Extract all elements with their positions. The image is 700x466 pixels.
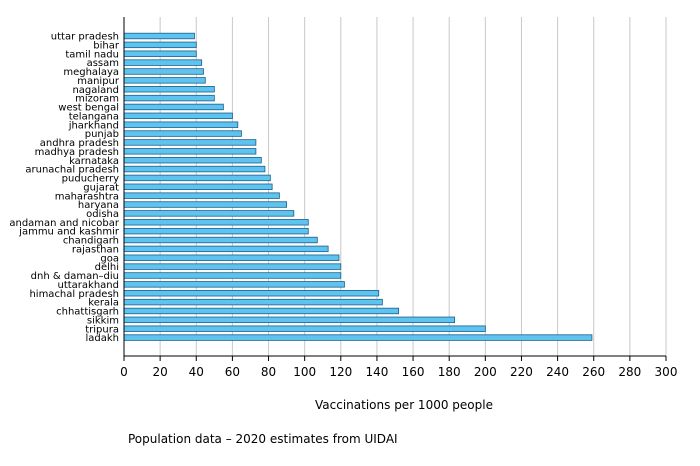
bar <box>123 156 262 164</box>
category-label: madhya pradesh <box>35 147 119 158</box>
x-tick-label: 0 <box>120 365 128 379</box>
category-label: mizoram <box>75 94 119 105</box>
grid-lines <box>159 17 667 356</box>
x-tick-label: 260 <box>582 365 605 379</box>
bar <box>123 201 288 208</box>
category-label: manipur <box>77 76 120 87</box>
category-label: punjab <box>85 129 119 140</box>
bar <box>123 192 280 199</box>
category-label: telangana <box>69 111 119 122</box>
bar <box>123 325 486 332</box>
category-label: puducherry <box>62 174 119 185</box>
bar <box>123 263 342 270</box>
bar <box>123 86 215 93</box>
bar <box>123 281 345 288</box>
bar <box>123 210 295 217</box>
bar <box>123 103 224 111</box>
category-label: sikkim <box>87 315 119 326</box>
bar <box>123 183 273 190</box>
bar <box>123 94 215 102</box>
bar <box>123 121 239 128</box>
bar <box>123 32 195 40</box>
x-tick-label: 300 <box>655 365 678 379</box>
category-label: assam <box>87 58 119 69</box>
bars <box>123 32 593 341</box>
category-label: andaman and nicobar <box>9 218 120 229</box>
category-label: jharkhand <box>68 120 119 131</box>
category-label: arunachal pradesh <box>25 165 119 176</box>
x-tick-label: 220 <box>510 365 533 379</box>
bar <box>123 245 329 253</box>
category-label: karnataka <box>69 156 119 167</box>
category-label: dnh & daman–diu <box>31 271 119 282</box>
category-label: tripura <box>85 324 119 335</box>
category-label: uttarakhand <box>58 280 120 291</box>
bar <box>123 334 593 341</box>
bar <box>123 130 242 137</box>
bar <box>123 174 271 182</box>
x-tick-label: 40 <box>189 365 204 379</box>
category-label: meghalaya <box>63 67 119 78</box>
x-tick-label: 120 <box>329 365 352 379</box>
category-label: odisha <box>86 209 119 220</box>
bar <box>123 290 380 297</box>
x-tick-label: 160 <box>402 365 425 379</box>
category-label: haryana <box>78 200 119 211</box>
bar <box>123 165 266 173</box>
category-label: himachal pradesh <box>29 289 119 300</box>
category-label: chandigarh <box>63 236 119 247</box>
category-label: ladakh <box>85 333 119 344</box>
category-label: kerala <box>88 298 119 309</box>
category-label: maharashtra <box>55 191 119 202</box>
bar <box>123 59 203 66</box>
bar <box>123 272 342 279</box>
category-label: rajasthan <box>72 244 119 255</box>
bar <box>123 50 197 57</box>
x-tick-labels: 0 20 40 60 80 100 120 140 160 180 200 220 240 260 280 3… <box>120 356 677 379</box>
x-tick-label: 20 <box>152 365 167 379</box>
bar <box>123 236 318 244</box>
category-label: andhra pradesh <box>40 138 119 149</box>
bar <box>123 139 257 146</box>
category-label: goa <box>100 253 119 264</box>
footnote: Population data – 2020 estimates from UI… <box>128 432 398 446</box>
bar <box>123 68 204 75</box>
x-tick-label: 280 <box>618 365 641 379</box>
x-tick-label: 180 <box>438 365 461 379</box>
category-label: gujarat <box>83 182 119 193</box>
category-label: chhattisgarh <box>56 307 119 318</box>
bar <box>123 316 456 324</box>
x-axis-title: Vaccinations per 1000 people <box>315 398 493 412</box>
x-tick-label: 100 <box>293 365 316 379</box>
x-tick-label: 80 <box>261 365 276 379</box>
bar <box>123 148 257 155</box>
category-label: jammu and kashmir <box>18 227 120 238</box>
bar <box>123 112 233 120</box>
bar <box>123 41 197 49</box>
bar <box>123 219 309 226</box>
category-label: tamil nadu <box>65 49 119 60</box>
bar <box>123 227 309 235</box>
category-label: delhi <box>95 262 119 273</box>
bar <box>123 307 400 315</box>
x-tick-label: 200 <box>474 365 497 379</box>
bar <box>123 298 383 306</box>
category-label: west bengal <box>58 103 119 114</box>
x-tick-label: 140 <box>365 365 388 379</box>
x-tick-label: 240 <box>546 365 569 379</box>
axes <box>123 17 666 357</box>
category-label: nagaland <box>72 85 119 96</box>
category-label: uttar pradesh <box>51 32 119 43</box>
bar <box>123 254 340 261</box>
category-label: bihar <box>93 40 120 51</box>
bar <box>123 77 206 84</box>
x-tick-label: 60 <box>225 365 240 379</box>
